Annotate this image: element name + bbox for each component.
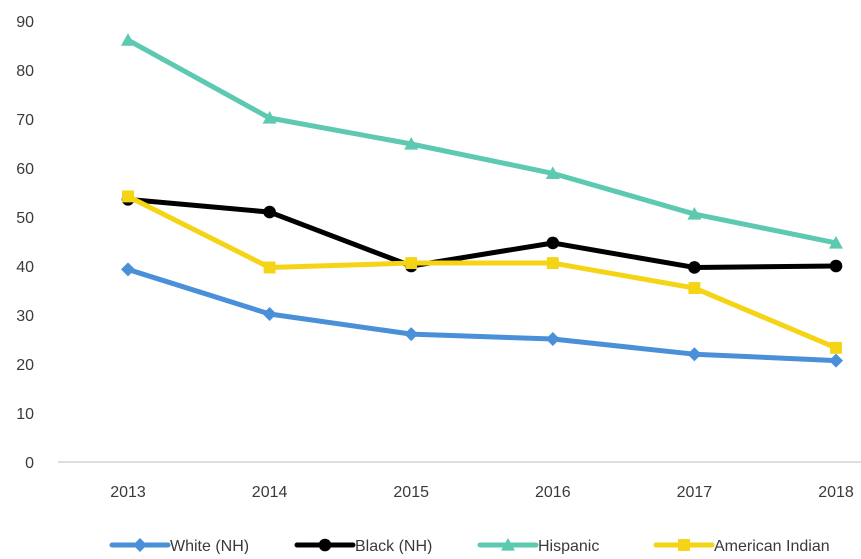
data-point bbox=[121, 33, 135, 46]
legend-item-white-nh: White (NH) bbox=[109, 538, 249, 555]
series-line bbox=[125, 37, 839, 246]
data-point bbox=[829, 353, 843, 368]
series-hispanic bbox=[121, 33, 843, 249]
legend-marker bbox=[318, 538, 332, 552]
data-point bbox=[830, 341, 842, 354]
y-tick-label: 30 bbox=[16, 308, 34, 325]
data-point bbox=[687, 207, 702, 220]
y-tick-label: 90 bbox=[16, 14, 34, 31]
legend-item-hispanic: Hispanic bbox=[477, 538, 599, 555]
legend-item-black-nh: Black (NH) bbox=[294, 538, 432, 555]
legend-label: American Indian bbox=[714, 538, 830, 554]
data-point bbox=[122, 190, 134, 203]
data-point bbox=[688, 282, 701, 294]
data-point bbox=[829, 235, 843, 249]
data-point bbox=[121, 262, 135, 277]
y-tick-label: 80 bbox=[16, 63, 34, 80]
x-tick-label: 2013 bbox=[110, 484, 146, 501]
y-tick-label: 50 bbox=[16, 210, 34, 227]
data-point bbox=[545, 166, 560, 179]
x-tick-label: 2014 bbox=[252, 484, 288, 501]
data-point bbox=[545, 332, 560, 347]
x-tick-label: 2015 bbox=[393, 484, 429, 501]
y-tick-label: 20 bbox=[16, 357, 34, 374]
data-point bbox=[546, 257, 559, 270]
data-point bbox=[262, 111, 277, 124]
series-layer bbox=[121, 33, 843, 368]
x-axis: 2013 2014 2015 2016 2017 2018 bbox=[110, 484, 854, 501]
data-point bbox=[405, 257, 418, 270]
legend-marker bbox=[501, 538, 515, 551]
data-point bbox=[688, 261, 701, 274]
legend-item-american-indian: American Indian bbox=[653, 538, 830, 555]
data-point bbox=[404, 327, 419, 342]
legend-marker bbox=[678, 539, 690, 551]
series-american-indian bbox=[122, 190, 842, 354]
series-line bbox=[125, 196, 839, 270]
data-point bbox=[263, 261, 276, 274]
series-line bbox=[125, 266, 839, 364]
y-tick-label: 10 bbox=[16, 406, 34, 423]
x-tick-label: 2018 bbox=[818, 484, 854, 501]
series-white-nh bbox=[121, 262, 843, 368]
x-tick-label: 2017 bbox=[677, 484, 713, 501]
data-point bbox=[263, 205, 276, 219]
y-tick-label: 70 bbox=[16, 112, 34, 129]
legend-label: Black (NH) bbox=[355, 538, 432, 554]
data-point bbox=[546, 236, 560, 250]
y-tick-label: 40 bbox=[16, 259, 34, 276]
data-point bbox=[262, 307, 277, 322]
y-tick-label: 0 bbox=[25, 455, 34, 472]
y-axis: 0 10 20 30 40 50 60 70 80 90 bbox=[16, 14, 34, 472]
data-point bbox=[404, 136, 419, 150]
legend-label: White (NH) bbox=[170, 538, 249, 554]
legend-label: Hispanic bbox=[538, 538, 599, 554]
data-point bbox=[829, 259, 843, 273]
data-point bbox=[687, 347, 702, 362]
series-line bbox=[125, 193, 839, 351]
y-tick-label: 60 bbox=[16, 161, 34, 178]
x-tick-label: 2016 bbox=[535, 484, 571, 501]
legend-marker bbox=[133, 538, 147, 552]
legend: White (NH) Black (NH) Hispanic American Ind… bbox=[109, 538, 830, 555]
